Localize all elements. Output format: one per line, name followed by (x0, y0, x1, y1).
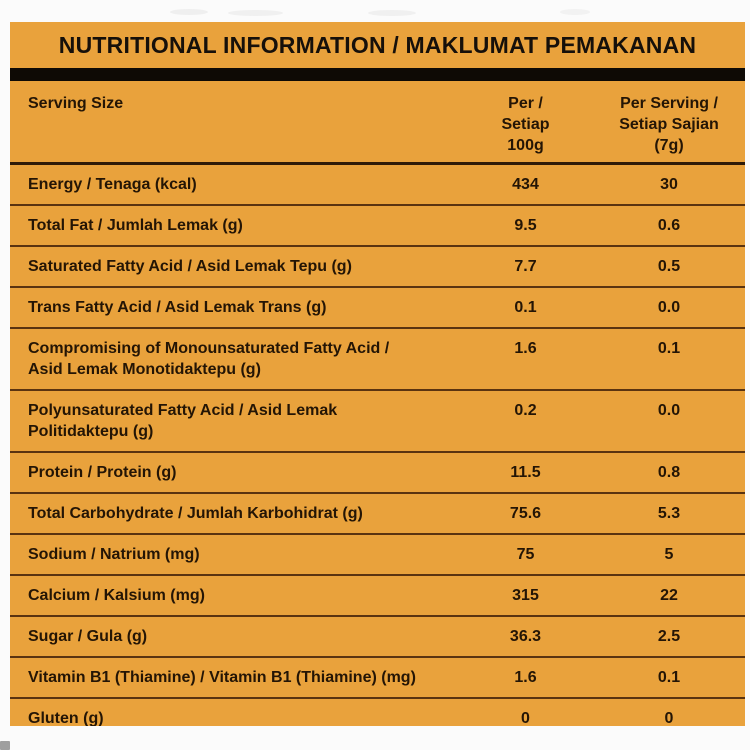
nutrient-label: Calcium / Kalsium (mg) (28, 585, 458, 606)
table-row: Calcium / Kalsium (mg) 315 22 (10, 576, 745, 617)
nutrient-label: Total Fat / Jumlah Lemak (g) (28, 215, 458, 236)
per-serving-value: 0.0 (657, 402, 681, 419)
nutrient-label-line1: Vitamin B1 (Thiamine) / Vitamin B1 (Thia… (28, 669, 416, 686)
per-100g-value: 7.7 (514, 258, 537, 275)
nutrient-label: Compromising of Monounsaturated Fatty Ac… (28, 338, 458, 380)
per-100g-value: 0.2 (514, 402, 537, 419)
nutrition-label: NUTRITIONAL INFORMATION / MAKLUMAT PEMAK… (10, 22, 745, 726)
nutrient-label-line1: Trans Fatty Acid / Asid Lemak Trans (g) (28, 299, 327, 316)
nutrient-label: Protein / Protein (g) (28, 462, 458, 483)
table-row: Compromising of Monounsaturated Fatty Ac… (10, 329, 745, 391)
nutrient-label: Gluten (g) (28, 708, 458, 726)
per-100g-value: 36.3 (509, 628, 542, 645)
cropped-artifact (0, 741, 10, 750)
per-serving-value: 0.1 (657, 669, 681, 686)
table-row: Trans Fatty Acid / Asid Lemak Trans (g) … (10, 288, 745, 329)
nutrient-label-line1: Sugar / Gula (g) (28, 628, 148, 645)
nutrient-label: Sugar / Gula (g) (28, 626, 458, 647)
nutrient-label: Energy / Tenaga (kcal) (28, 174, 458, 195)
table-row: Energy / Tenaga (kcal) 434 30 (10, 165, 745, 206)
nutrient-label-line1: Polyunsaturated Fatty Acid / Asid Lemak (28, 402, 338, 419)
per-100g-value: 315 (512, 587, 539, 604)
per-100g-value: 9.5 (514, 217, 537, 234)
table-row: Sodium / Natrium (mg) 75 5 (10, 535, 745, 576)
title-divider-bar (10, 68, 745, 81)
per-serving-value: 0.1 (657, 340, 681, 357)
nutrient-label-line2: Politidaktepu (g) (28, 423, 154, 440)
nutrient-label: Saturated Fatty Acid / Asid Lemak Tepu (… (28, 256, 458, 277)
label-title-band: NUTRITIONAL INFORMATION / MAKLUMAT PEMAK… (10, 22, 745, 68)
per-serving-value: 0.8 (657, 464, 681, 481)
per-100g-value: 75.6 (509, 505, 542, 522)
nutrient-label: Sodium / Natrium (mg) (28, 544, 458, 565)
per-serving-value: 0.5 (657, 258, 681, 275)
nutrient-label: Trans Fatty Acid / Asid Lemak Trans (g) (28, 297, 458, 318)
nutrient-label: Polyunsaturated Fatty Acid / Asid Lemak … (28, 400, 458, 442)
per-serving-value: 2.5 (657, 628, 681, 645)
per-serving-value: 5.3 (657, 505, 681, 522)
label-title: NUTRITIONAL INFORMATION / MAKLUMAT PEMAK… (58, 31, 697, 58)
cropped-artifact (560, 9, 590, 15)
nutrient-label-line1: Total Carbohydrate / Jumlah Karbohidrat … (28, 505, 363, 522)
table-row: Sugar / Gula (g) 36.3 2.5 (10, 617, 745, 658)
table-row: Saturated Fatty Acid / Asid Lemak Tepu (… (10, 247, 745, 288)
per-serving-value: 22 (660, 587, 678, 604)
per-serving-value: 30 (660, 176, 678, 193)
cropped-artifact (368, 10, 416, 16)
per-100g-value: 1.6 (514, 669, 537, 686)
per-serving-column-heading: Per Serving / Setiap Sajian (7g) (619, 95, 719, 154)
per-100g-value: 11.5 (510, 464, 541, 481)
table-header-row: Serving Size Per / Setiap 100g Per Servi… (10, 81, 745, 165)
nutrient-label-line1: Gluten (g) (28, 710, 104, 726)
nutrient-label-line1: Protein / Protein (g) (28, 464, 177, 481)
nutrient-label: Vitamin B1 (Thiamine) / Vitamin B1 (Thia… (28, 667, 458, 688)
per-100g-value: 75 (516, 546, 535, 563)
serving-size-heading: Serving Size (28, 95, 124, 112)
per-serving-value: 0.6 (657, 217, 681, 234)
nutrient-label-line1: Calcium / Kalsium (mg) (28, 587, 205, 604)
table-row: Gluten (g) 0 0 (10, 699, 745, 726)
table-row: Total Carbohydrate / Jumlah Karbohidrat … (10, 494, 745, 535)
per-100g-value: 0 (521, 710, 530, 726)
nutrient-label-line1: Total Fat / Jumlah Lemak (g) (28, 217, 243, 234)
table-row: Polyunsaturated Fatty Acid / Asid Lemak … (10, 391, 745, 453)
nutrient-label: Total Carbohydrate / Jumlah Karbohidrat … (28, 503, 458, 524)
table-row: Total Fat / Jumlah Lemak (g) 9.5 0.6 (10, 206, 745, 247)
per-100g-value: 1.6 (514, 340, 537, 357)
table-row: Protein / Protein (g) 11.5 0.8 (10, 453, 745, 494)
nutrient-label-line1: Energy / Tenaga (kcal) (28, 176, 197, 193)
cropped-artifact (228, 10, 283, 16)
cropped-artifact (170, 9, 208, 15)
per-100g-value: 0.1 (514, 299, 537, 316)
per-100g-column-heading: Per / Setiap 100g (501, 95, 550, 154)
table-row: Vitamin B1 (Thiamine) / Vitamin B1 (Thia… (10, 658, 745, 699)
per-serving-value: 0 (664, 710, 674, 726)
nutrient-label-line2: Asid Lemak Monotidaktepu (g) (28, 361, 261, 378)
per-serving-value: 5 (664, 546, 674, 563)
nutrient-label-line1: Compromising of Monounsaturated Fatty Ac… (28, 340, 390, 357)
nutrient-label-line1: Saturated Fatty Acid / Asid Lemak Tepu (… (28, 258, 352, 275)
per-serving-value: 0.0 (657, 299, 681, 316)
nutrient-label-line1: Sodium / Natrium (mg) (28, 546, 200, 563)
table-rows: Energy / Tenaga (kcal) 434 30 Total Fat … (10, 165, 745, 726)
per-100g-value: 434 (512, 176, 539, 193)
